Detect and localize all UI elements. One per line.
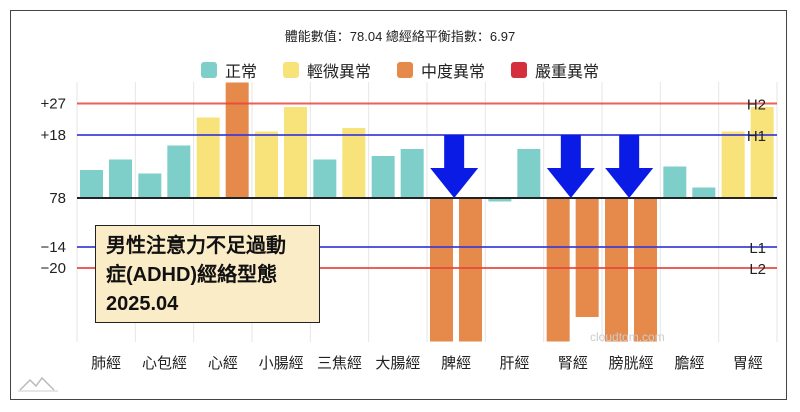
reference-label: L2 xyxy=(749,261,766,278)
x-tick-label: 脾經 xyxy=(441,355,471,372)
x-tick-label: 膀胱經 xyxy=(609,355,654,372)
legend-swatch xyxy=(282,62,299,78)
x-tick-label: 肺經 xyxy=(91,355,121,372)
down-arrow-icon xyxy=(546,135,595,198)
x-tick-label: 膽經 xyxy=(674,355,704,372)
bar-腎經-right xyxy=(575,198,599,317)
y-tick-label: +18 xyxy=(41,127,66,144)
annotation-line-2: 症(ADHD)經絡型態 xyxy=(106,264,278,286)
bar-三焦經-right xyxy=(342,128,366,198)
bar-大腸經-left xyxy=(371,156,395,198)
bar-心經-right xyxy=(225,82,249,198)
y-tick-label: −14 xyxy=(41,239,66,256)
legend-item[interactable]: 輕微異常 xyxy=(282,58,371,82)
x-tick-label: 心經 xyxy=(208,355,238,372)
bar-三焦經-left xyxy=(313,159,337,198)
x-tick-label: 胃經 xyxy=(733,355,763,372)
bar-脾經-left xyxy=(430,198,453,342)
legend-item[interactable]: 正常 xyxy=(200,58,257,82)
reference-label: L1 xyxy=(749,240,766,257)
legend-swatch xyxy=(200,62,217,78)
chart-subtitle: 體能數值：78.04 總經絡平衡指數：6.97 xyxy=(284,29,516,44)
x-tick-label: 小腸經 xyxy=(259,355,304,372)
bar-膽經-left xyxy=(663,166,687,198)
x-tick-label: 大腸經 xyxy=(375,355,420,372)
annotation-line-3: 2025.04 xyxy=(106,293,179,315)
legend-label: 正常 xyxy=(224,64,257,81)
reference-label: H1 xyxy=(747,128,766,145)
bar-腎經-left xyxy=(546,198,570,342)
legend-swatch xyxy=(511,62,528,78)
legend-label: 嚴重異常 xyxy=(535,64,600,81)
x-tick-label: 肝經 xyxy=(499,355,529,372)
watermark: cloudtom.com xyxy=(590,330,665,344)
bar-膀胱經-right xyxy=(634,198,657,342)
legend-item[interactable]: 中度異常 xyxy=(397,58,485,82)
bar-肝經-left xyxy=(488,198,512,202)
reference-label: H2 xyxy=(747,97,766,114)
x-tick-label: 腎經 xyxy=(558,355,588,372)
x-tick-label: 三焦經 xyxy=(317,355,362,372)
y-tick-label: 78 xyxy=(49,190,66,207)
bar-心經-left xyxy=(196,117,220,198)
bar-心包經-left xyxy=(138,173,162,198)
bar-大腸經-right xyxy=(400,149,424,198)
bar-胃經-left xyxy=(721,131,745,198)
bar-膀胱經-left xyxy=(605,198,628,342)
legend: 正常 輕微異常 中度異常 嚴重異常 xyxy=(0,58,800,82)
bar-心包經-right xyxy=(167,145,191,198)
bar-胃經-right xyxy=(750,107,774,198)
y-tick-label: −20 xyxy=(41,260,66,277)
legend-label: 中度異常 xyxy=(421,64,486,81)
x-tick-label: 心包經 xyxy=(142,355,187,372)
bar-肺經-right xyxy=(109,159,132,198)
bar-膽經-right xyxy=(692,187,716,198)
y-tick-label: +27 xyxy=(41,96,66,113)
annotation-box: 男性注意力不足過動 症(ADHD)經絡型態 2025.04 xyxy=(95,225,320,323)
logo-icon xyxy=(18,376,58,392)
legend-swatch xyxy=(397,62,413,78)
annotation-line-1: 男性注意力不足過動 xyxy=(106,235,286,257)
down-arrow-icon xyxy=(605,135,654,198)
legend-item[interactable]: 嚴重異常 xyxy=(511,58,599,82)
bar-肝經-right xyxy=(517,149,541,198)
bar-小腸經-right xyxy=(284,107,307,198)
down-arrow-icon xyxy=(430,135,479,198)
bar-脾經-right xyxy=(459,198,482,342)
bar-肺經-left xyxy=(80,170,103,198)
legend-label: 輕微異常 xyxy=(306,64,371,81)
bar-小腸經-left xyxy=(255,131,278,198)
